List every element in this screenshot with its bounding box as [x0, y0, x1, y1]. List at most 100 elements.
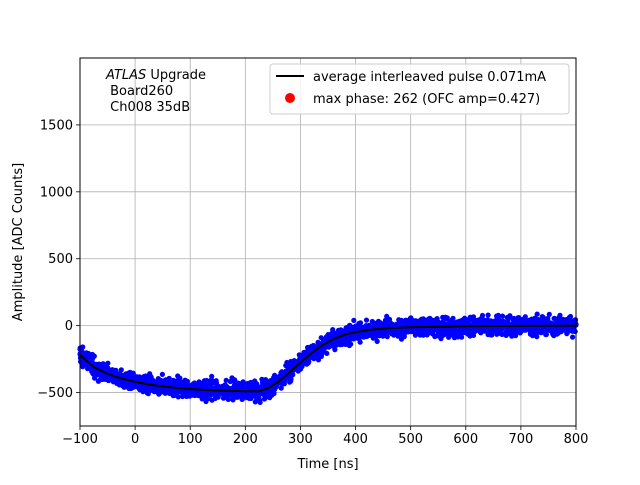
- scatter-point: [343, 341, 349, 347]
- scatter-point: [279, 372, 285, 378]
- scatter-point: [240, 381, 247, 387]
- scatter-point: [384, 334, 390, 340]
- scatter-point: [572, 328, 578, 335]
- scatter-point: [351, 317, 357, 323]
- scatter-point: [517, 328, 523, 334]
- scatter-point: [372, 322, 378, 328]
- scatter-point: [162, 390, 168, 396]
- scatter-point: [271, 375, 277, 381]
- scatter-point: [482, 318, 488, 324]
- scatter-point: [503, 332, 509, 338]
- scatter-point: [156, 391, 162, 397]
- scatter-point: [324, 350, 330, 356]
- scatter-point: [259, 376, 265, 382]
- scatter-point: [428, 327, 434, 333]
- scatter-point: [301, 349, 307, 356]
- scatter-point: [223, 377, 229, 383]
- scatter-point: [208, 377, 215, 383]
- scatter-point: [350, 324, 356, 330]
- scatter-point: [384, 313, 390, 319]
- scatter-point: [155, 378, 161, 384]
- scatter-point: [231, 378, 237, 384]
- scatter-point: [79, 348, 85, 354]
- scatter-point: [223, 394, 229, 400]
- scatter-point: [227, 378, 233, 385]
- average-pulse-line: [79, 324, 577, 393]
- scatter-point: [426, 316, 432, 322]
- scatter-point: [129, 385, 135, 391]
- scatter-point: [267, 395, 273, 401]
- scatter-point: [479, 312, 486, 319]
- scatter-point: [440, 314, 446, 320]
- x-tick-label: 200: [233, 432, 258, 447]
- scatter-point: [147, 371, 153, 377]
- scatter-point: [409, 322, 415, 328]
- scatter-point: [472, 328, 478, 334]
- scatter-point: [357, 323, 363, 329]
- scatter-point: [278, 385, 284, 391]
- scatter-point: [406, 328, 412, 334]
- annotation-upgrade: Upgrade: [146, 68, 206, 83]
- y-tick-label: 500: [48, 252, 73, 267]
- scatter-point: [319, 346, 325, 352]
- scatter-point: [366, 332, 372, 338]
- average-pulse-line-group: [79, 324, 577, 393]
- x-tick-label: 400: [343, 432, 368, 447]
- scatter-point: [227, 391, 233, 397]
- scatter-point: [159, 371, 165, 377]
- scatter-point: [546, 311, 552, 317]
- scatter-point: [363, 317, 370, 323]
- scatter-point: [536, 319, 542, 325]
- annotation-atlas: ATLAS: [105, 68, 146, 83]
- scatter-point: [425, 330, 431, 336]
- scatter-point: [444, 330, 450, 336]
- scatter-point: [120, 382, 126, 388]
- y-tick-label: 0: [65, 319, 73, 334]
- scatter-point: [355, 335, 361, 341]
- x-tick-label: 700: [508, 432, 533, 447]
- scatter-point: [271, 390, 277, 397]
- x-tick-label: 0: [131, 432, 139, 447]
- scatter-point: [212, 395, 218, 401]
- plot-frame: [79, 57, 577, 427]
- scatter-point: [538, 330, 544, 336]
- scatter-point: [505, 315, 512, 321]
- scatter-point: [296, 352, 302, 358]
- scatter-point: [417, 332, 423, 338]
- scatter-point: [199, 396, 205, 402]
- scatter-point: [383, 321, 389, 327]
- scatter-point: [540, 314, 546, 320]
- scatter-point: [118, 367, 124, 373]
- scatter-point: [105, 365, 111, 371]
- scatter-point: [547, 320, 553, 326]
- legend-label-max-phase: max phase: 262 (OFC amp=0.427): [313, 92, 540, 107]
- scatter-point: [543, 331, 549, 338]
- scatter-point: [150, 379, 156, 385]
- scatter-point: [212, 390, 218, 397]
- scatter-point: [508, 331, 514, 337]
- scatter-point: [94, 371, 100, 377]
- scatter-point: [175, 373, 181, 379]
- scatter-point: [516, 317, 522, 323]
- scatter-point: [420, 316, 426, 322]
- scatter-point: [395, 333, 401, 339]
- x-tick-label: 500: [398, 432, 423, 447]
- scatter-point: [338, 327, 344, 333]
- scatter-point: [369, 318, 375, 325]
- x-tick-label: 300: [288, 432, 313, 447]
- scatter-point: [551, 315, 557, 322]
- ticks: −100 0 100 200 300 400 500 600 700 800 −500 0 500 100…: [37, 118, 588, 447]
- x-axis-label: Time [ns]: [296, 457, 358, 472]
- scatter-point: [84, 354, 90, 361]
- scatter-point: [348, 341, 354, 347]
- scatter-point: [435, 327, 442, 333]
- y-tick-label: −500: [37, 386, 73, 401]
- scatter-point: [432, 333, 438, 340]
- scatter-point: [396, 317, 402, 323]
- legend-label-average-pulse: average interleaved pulse 0.071mA: [313, 70, 546, 85]
- x-tick-label: 800: [564, 432, 589, 447]
- scatter-point: [451, 332, 457, 338]
- annotation-line-3: Ch008 35dB: [106, 100, 190, 115]
- scatter-point: [329, 331, 335, 337]
